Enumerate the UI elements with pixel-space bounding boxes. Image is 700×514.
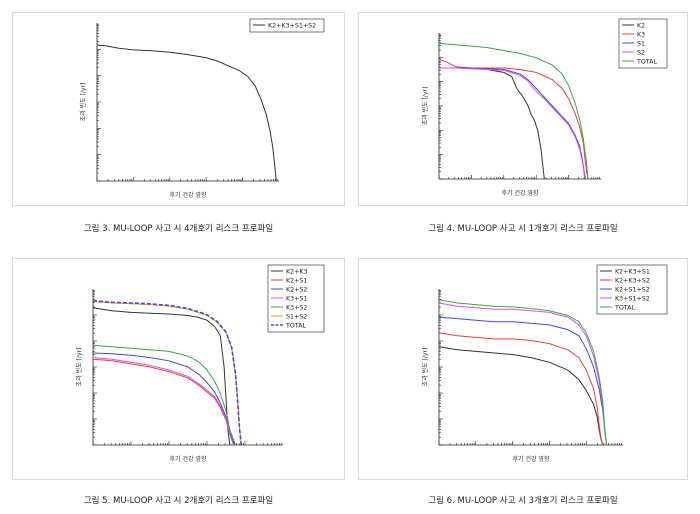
series-line-total <box>438 42 589 180</box>
legend-label: K2+K3 <box>286 268 308 275</box>
legend-label: K2 <box>637 22 645 29</box>
series-line-k2-s2 <box>92 352 236 446</box>
series-line-k3-s1 <box>92 357 235 446</box>
legend: K2+K3 K2+S1 K2+S2 K3+S1 K3+S2 S1+S2 TOTAL <box>267 264 325 333</box>
series-line-k2-s1-s2 <box>438 316 607 446</box>
legend-label: S1+S2 <box>286 313 307 320</box>
y-axis-label: 초과 빈도 [/yr] <box>79 83 87 122</box>
x-axis-label: 후기 건강 영향 <box>513 455 550 463</box>
legend-label: K2+K3+S1 <box>615 268 650 275</box>
x-axis-label: 후기 건강 영향 <box>170 455 207 463</box>
series-line-k3 <box>438 58 589 180</box>
figure-6-panel: 후기 건강 영향 초과 빈도 [/yr] K2+K3+S1 K2+K3+S2 K2+S1… <box>358 258 688 480</box>
series-line-k2 <box>439 67 545 180</box>
legend-label: K3+S1 <box>286 295 307 302</box>
figure-4-chart: 후기 건강 영향 초과 빈도 [/yr] K2 K3 S1 S2 TOTAL <box>421 18 668 197</box>
legend-label: K2+S1+S2 <box>615 286 650 293</box>
series-line-k2-s1 <box>92 358 235 446</box>
legend-label: K2+K3+S1+S2 <box>268 22 316 29</box>
legend-label: TOTAL <box>614 304 635 311</box>
legend-label: TOTAL <box>636 58 657 65</box>
legend: K2+K3+S1+S2 <box>249 18 325 33</box>
legend-box <box>249 18 325 33</box>
series-line-total <box>438 299 607 446</box>
axes <box>438 289 623 446</box>
series-line-k2-k3 <box>92 307 231 446</box>
legend-label: S2 <box>637 49 645 56</box>
figure-3-chart: 후기 건강 영향 초과 빈도 [/yr] K2+K3+S1+S2 <box>79 18 325 199</box>
figure-4-panel: 후기 건강 영향 초과 빈도 [/yr] K2 K3 S1 S2 TOTAL <box>358 12 688 206</box>
series-line-total <box>92 299 242 446</box>
x-axis-label: 후기 건강 영향 <box>502 189 539 197</box>
legend-label: S1 <box>637 40 645 47</box>
legend-label: TOTAL <box>285 322 306 329</box>
series-line-s1 <box>439 67 586 180</box>
figure-5-caption: 그림 5. MU-LOOP 사고 시 2개호기 리스크 프로파일 <box>83 496 274 506</box>
axes <box>92 289 283 446</box>
series-line-k2-k3-s1 <box>438 346 604 446</box>
legend-label: K2+K3+S2 <box>615 277 650 284</box>
series-line-k3-s1-s2 <box>438 302 607 446</box>
axes <box>438 33 601 180</box>
y-axis-label: 초과 빈도 [/yr] <box>421 348 429 387</box>
series-line-k3-s2 <box>92 344 236 446</box>
y-axis-label: 초과 빈도 [/yr] <box>75 348 83 387</box>
legend-label: K3+S2 <box>286 304 307 311</box>
figure-6-caption: 그림 6. MU-LOOP 사고 시 3개호기 리스크 프로파일 <box>428 496 618 506</box>
figure-5-panel: 후기 건강 영향 초과 빈도 [/yr] K2+K3 K2+S1 K2+S2 K3+S1 K… <box>12 258 345 480</box>
legend: K2+K3+S1 K2+K3+S2 K2+S1+S2 K3+S1+S2 TOTAL <box>596 264 668 315</box>
figure-4-caption: 그림 4. MU-LOOP 사고 시 1개호기 리스크 프로파일 <box>428 224 618 234</box>
legend: K2 K3 S1 S2 TOTAL <box>618 18 668 69</box>
legend-label: K2+S1 <box>286 277 307 284</box>
legend-label: K3 <box>637 31 645 38</box>
axes <box>96 23 279 182</box>
series-line-s2 <box>439 67 587 180</box>
legend-label: K3+S1+S2 <box>615 295 650 302</box>
series-line-k2-k3-s2 <box>438 332 604 446</box>
y-axis-label: 초과 빈도 [/yr] <box>421 87 429 126</box>
series-line-k2-k3-s1-s2 <box>96 44 277 182</box>
figure-3-caption: 그림 3. MU-LOOP 사고 시 4개호기 리스크 프로파일 <box>83 224 274 234</box>
figure-6-chart: 후기 건강 영향 초과 빈도 [/yr] K2+K3+S1 K2+K3+S2 K2+S1… <box>421 264 668 463</box>
figure-3-panel: 후기 건강 영향 초과 빈도 [/yr] K2+K3+S1+S2 <box>12 12 345 206</box>
legend-label: K2+S2 <box>286 286 307 293</box>
x-axis-label: 후기 건강 영향 <box>170 191 207 199</box>
